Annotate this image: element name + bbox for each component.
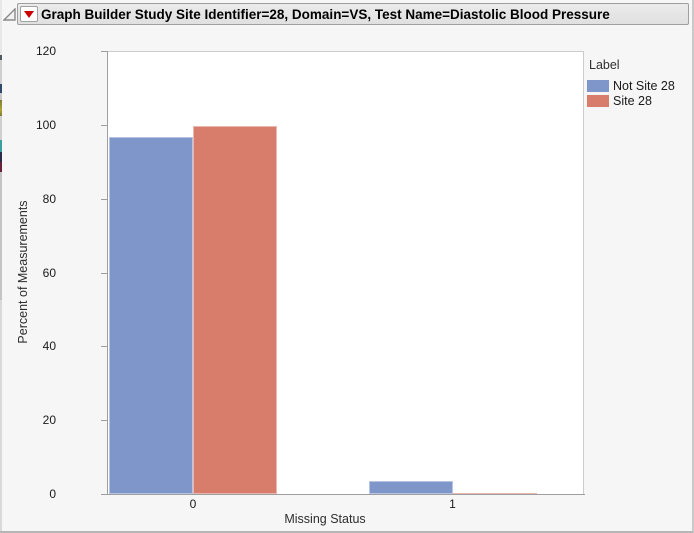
y-axis-line (107, 51, 108, 495)
legend-label: Site 28 (613, 94, 652, 108)
outline-header-bar[interactable]: Graph Builder Study Site Identifier=28, … (17, 3, 689, 25)
legend-label: Not Site 28 (613, 79, 675, 93)
legend-swatch-not-site-28[interactable] (587, 80, 609, 92)
y-tick-label-100: 100 (35, 117, 56, 132)
legend-title: Label (589, 58, 620, 72)
y-tick-mark-100 (101, 124, 107, 126)
x-category-label-0: 0 (189, 497, 197, 511)
legend-item-not-site-28[interactable]: Not Site 28 (587, 79, 675, 93)
bar-not-site-28-cat-1[interactable] (368, 481, 453, 494)
y-tick-mark-60 (101, 272, 107, 274)
bar-site-28-cat-0[interactable] (193, 125, 277, 494)
report-title[interactable]: Graph Builder Study Site Identifier=28, … (41, 6, 610, 22)
y-tick-mark-80 (101, 198, 107, 200)
bar-not-site-28-cat-0[interactable] (109, 137, 193, 494)
red-triangle-icon (24, 10, 34, 18)
disclosure-triangle-icon[interactable] (3, 8, 16, 21)
x-category-label-1: 1 (449, 497, 456, 511)
y-tick-label-80: 80 (42, 191, 56, 206)
y-tick-mark-40 (101, 346, 107, 348)
y-tick-label-20: 20 (42, 413, 56, 428)
background-window-sliver (0, 0, 2, 531)
y-tick-label-120: 120 (35, 44, 56, 58)
legend-swatch-site-28[interactable] (587, 95, 609, 107)
y-tick-mark-20 (101, 420, 107, 422)
y-tick-label-0: 0 (49, 487, 56, 501)
y-tick-mark-0 (101, 494, 107, 495)
y-tick-mark-120 (101, 51, 107, 52)
x-axis-line (107, 494, 585, 495)
y-tick-label-60: 60 (42, 265, 56, 280)
bar-site-28-cat-1[interactable] (452, 492, 537, 494)
x-axis-title[interactable]: Missing Status (284, 512, 366, 526)
legend-item-site-28[interactable]: Site 28 (587, 94, 652, 108)
y-tick-label-40: 40 (42, 339, 56, 354)
red-triangle-menu-button[interactable] (20, 6, 38, 22)
